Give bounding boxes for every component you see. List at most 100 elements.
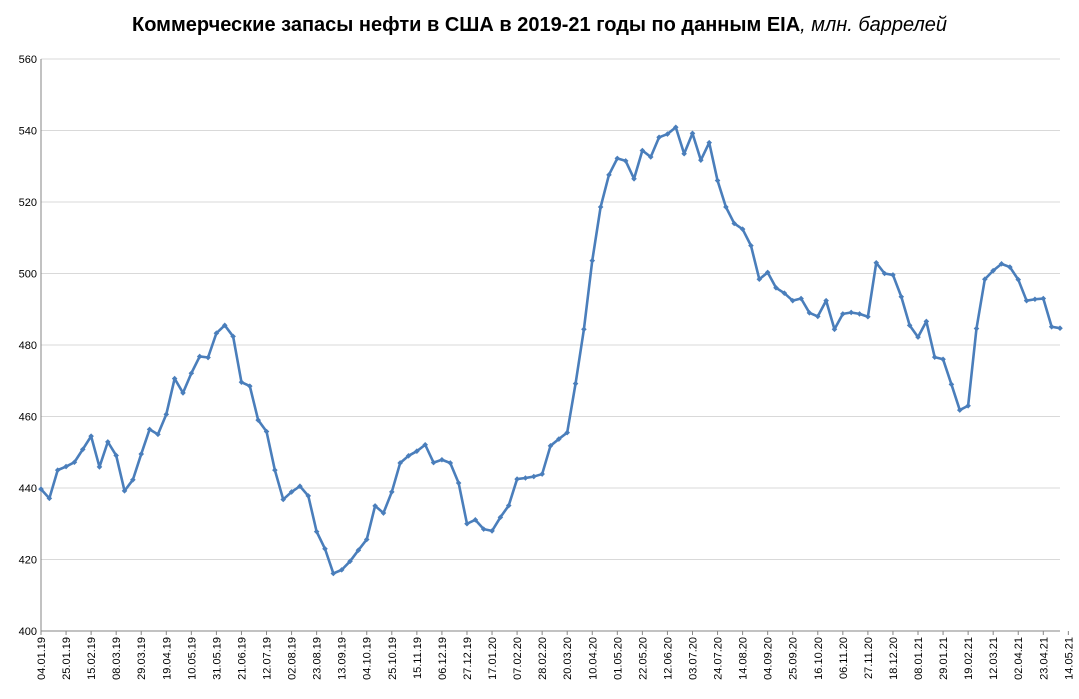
data-point [756, 276, 763, 283]
data-point [288, 489, 295, 495]
data-point [831, 326, 838, 333]
data-point [798, 295, 804, 302]
x-tick-label: 25.09.20 [788, 637, 800, 680]
data-point [789, 297, 796, 304]
x-tick-label: 24.07.20 [713, 637, 725, 680]
data-point [330, 570, 337, 577]
data-point [414, 448, 420, 454]
data-point [1015, 276, 1022, 283]
x-tick-label: 29.01.21 [938, 637, 950, 680]
y-tick-label: 560 [19, 54, 37, 66]
data-point [748, 242, 754, 249]
x-tick-label: 02.08.19 [287, 637, 299, 680]
y-axis-ticks: 400 420 440 460 480 500 520 540 560 [19, 54, 37, 638]
x-tick-label: 31.05.19 [211, 637, 223, 680]
chart-title-units: , млн. баррелей [800, 14, 947, 36]
data-point [781, 290, 788, 296]
x-tick-label: 15.02.19 [86, 637, 98, 680]
y-tick-label: 420 [19, 555, 37, 567]
x-tick-label: 15.11.19 [412, 637, 424, 679]
data-point [355, 547, 362, 554]
data-point [514, 476, 520, 482]
series-layer [38, 124, 1063, 577]
data-point [856, 311, 863, 317]
data-point [931, 354, 938, 360]
data-point [672, 124, 679, 131]
data-point [739, 226, 746, 232]
data-point [723, 204, 729, 210]
data-point [572, 380, 579, 387]
data-point [622, 158, 629, 164]
data-point [447, 460, 454, 466]
data-point [272, 467, 278, 473]
data-point [405, 453, 412, 459]
data-point [764, 269, 771, 276]
data-point [472, 517, 479, 523]
data-point [263, 428, 270, 435]
data-point [79, 446, 86, 453]
x-tick-label: 27.11.20 [863, 637, 875, 679]
data-point [631, 175, 637, 182]
data-point [88, 433, 94, 439]
x-tick-label: 06.11.20 [838, 637, 850, 679]
axes [40, 59, 1069, 635]
data-point [1023, 297, 1030, 304]
x-tick-label: 27.12.19 [462, 637, 474, 680]
data-point [221, 322, 228, 329]
data-point [380, 510, 387, 516]
series-line [40, 125, 1061, 575]
data-point [422, 441, 429, 448]
chart-title-main: Коммерческие запасы нефти в США в 2019-2… [131, 14, 801, 36]
x-tick-label: 28.02.20 [537, 637, 549, 680]
data-point [948, 381, 955, 388]
data-point [923, 318, 930, 325]
data-point [647, 154, 654, 160]
x-tick-label: 22.05.20 [637, 637, 649, 680]
data-point [956, 407, 963, 413]
x-tick-label: 12.07.19 [262, 637, 274, 680]
data-point [105, 439, 111, 445]
x-tick-label: 01.05.20 [612, 637, 624, 680]
data-point [155, 431, 161, 438]
data-point [973, 325, 980, 332]
data-point [689, 130, 696, 137]
data-point [965, 402, 971, 409]
data-point [230, 333, 236, 340]
data-point [489, 528, 495, 534]
data-point [363, 536, 370, 543]
data-point [656, 134, 662, 141]
x-tick-label: 25.10.19 [387, 637, 399, 680]
x-tick-label: 29.03.19 [136, 637, 148, 680]
data-point [706, 139, 712, 146]
data-point [881, 270, 888, 277]
data-point [38, 486, 44, 492]
data-point [397, 460, 403, 466]
data-point [96, 464, 103, 470]
data-point [372, 503, 378, 509]
data-point [522, 475, 529, 481]
x-tick-label: 03.07.20 [687, 637, 699, 680]
data-point [389, 489, 395, 495]
data-point [439, 456, 445, 463]
data-point [505, 502, 512, 509]
chart-title: Коммерческие запасы нефти в США в 2019-2… [0, 14, 1079, 37]
x-tick-label: 23.08.19 [312, 637, 324, 680]
data-point [163, 411, 170, 418]
data-point [581, 326, 587, 333]
data-point [338, 567, 345, 573]
data-point [130, 476, 136, 483]
data-point [322, 545, 328, 552]
y-tick-label: 460 [19, 412, 37, 424]
x-tick-label: 06.12.19 [437, 637, 449, 680]
data-point [915, 334, 921, 340]
data-point [589, 257, 596, 264]
data-point [63, 463, 69, 470]
data-point [998, 261, 1005, 267]
data-point [347, 558, 353, 565]
data-point [1057, 325, 1063, 331]
x-tick-label: 12.06.20 [662, 637, 674, 680]
data-point [814, 313, 821, 320]
x-tick-label: 13.09.19 [337, 637, 349, 680]
data-point [664, 131, 671, 137]
